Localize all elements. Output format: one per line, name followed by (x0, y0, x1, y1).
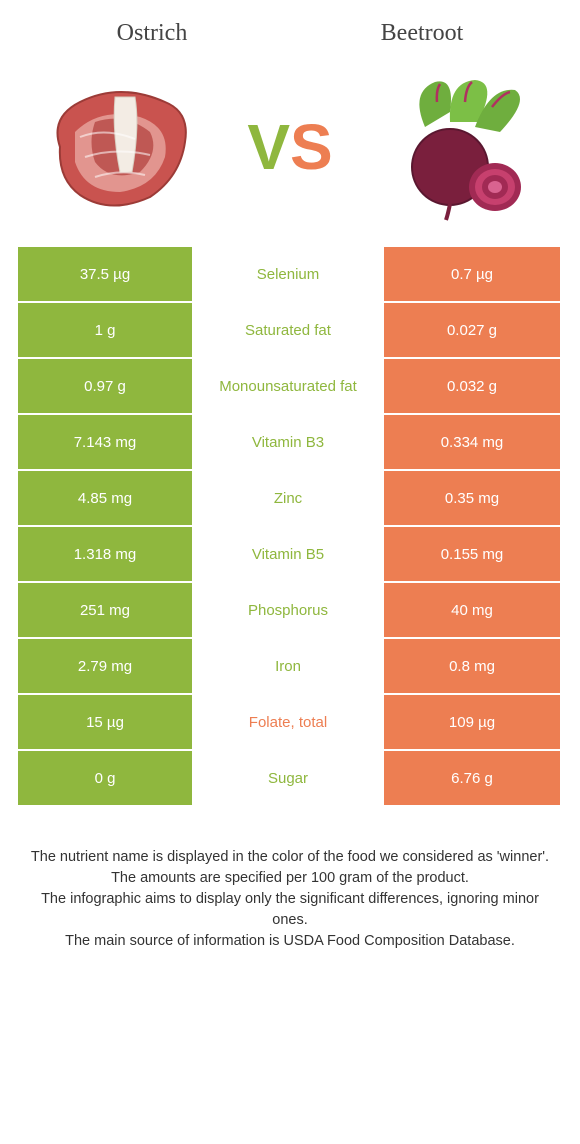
footer-line-3: The infographic aims to display only the… (30, 889, 550, 931)
table-row: 1 g Saturated fat 0.027 g (18, 303, 562, 359)
ostrich-image (40, 72, 200, 222)
right-value: 109 µg (384, 695, 560, 751)
nutrient-name: Selenium (257, 266, 320, 283)
left-value: 1.318 mg (18, 527, 194, 583)
table-row: 7.143 mg Vitamin B3 0.334 mg (18, 415, 562, 471)
nutrient-label: Monounsaturated fat (194, 359, 384, 415)
left-value: 4.85 mg (18, 471, 194, 527)
nutrient-label: Folate, total (194, 695, 384, 751)
table-row: 0 g Sugar 6.76 g (18, 751, 562, 807)
left-value: 251 mg (18, 583, 194, 639)
footer-line-1: The nutrient name is displayed in the co… (30, 847, 550, 868)
nutrient-name: Vitamin B3 (252, 434, 324, 451)
nutrient-table: 37.5 µg Selenium 0.7 µg 1 g Saturated fat 0.0… (18, 247, 562, 807)
footer-line-2: The amounts are specified per 100 gram o… (30, 868, 550, 889)
left-value: 0.97 g (18, 359, 194, 415)
beetroot-image (380, 72, 540, 222)
table-row: 4.85 mg Zinc 0.35 mg (18, 471, 562, 527)
footer-notes: The nutrient name is displayed in the co… (0, 807, 580, 972)
footer-line-4: The main source of information is USDA F… (30, 931, 550, 952)
vs-v: V (247, 110, 290, 184)
right-value: 40 mg (384, 583, 560, 639)
nutrient-name: Phosphorus (248, 602, 328, 619)
right-value: 0.35 mg (384, 471, 560, 527)
right-value: 0.027 g (384, 303, 560, 359)
nutrient-name: Saturated fat (245, 322, 331, 339)
left-value: 15 µg (18, 695, 194, 751)
nutrient-label: Selenium (194, 247, 384, 303)
vs-label: VS (247, 110, 332, 184)
table-row: 15 µg Folate, total 109 µg (18, 695, 562, 751)
nutrient-name: Vitamin B5 (252, 546, 324, 563)
table-row: 2.79 mg Iron 0.8 mg (18, 639, 562, 695)
left-value: 1 g (18, 303, 194, 359)
nutrient-label: Sugar (194, 751, 384, 807)
right-value: 0.7 µg (384, 247, 560, 303)
nutrient-label: Saturated fat (194, 303, 384, 359)
right-value: 0.8 mg (384, 639, 560, 695)
nutrient-label: Vitamin B3 (194, 415, 384, 471)
nutrient-label: Zinc (194, 471, 384, 527)
right-value: 6.76 g (384, 751, 560, 807)
right-food-title: Beetroot (381, 20, 464, 47)
right-value: 0.155 mg (384, 527, 560, 583)
header: Ostrich Beetroot (0, 0, 580, 57)
hero-row: VS (0, 57, 580, 247)
table-row: 1.318 mg Vitamin B5 0.155 mg (18, 527, 562, 583)
nutrient-label: Iron (194, 639, 384, 695)
nutrient-name: Folate, total (249, 714, 327, 731)
nutrient-label: Vitamin B5 (194, 527, 384, 583)
left-value: 37.5 µg (18, 247, 194, 303)
nutrient-label: Phosphorus (194, 583, 384, 639)
nutrient-name: Sugar (268, 770, 308, 787)
left-value: 2.79 mg (18, 639, 194, 695)
left-value: 0 g (18, 751, 194, 807)
nutrient-name: Zinc (274, 490, 302, 507)
left-food-title: Ostrich (117, 20, 188, 47)
right-value: 0.334 mg (384, 415, 560, 471)
table-row: 251 mg Phosphorus 40 mg (18, 583, 562, 639)
right-value: 0.032 g (384, 359, 560, 415)
nutrient-name: Monounsaturated fat (219, 378, 357, 395)
nutrient-name: Iron (275, 658, 301, 675)
left-value: 7.143 mg (18, 415, 194, 471)
table-row: 0.97 g Monounsaturated fat 0.032 g (18, 359, 562, 415)
vs-s: S (290, 110, 333, 184)
table-row: 37.5 µg Selenium 0.7 µg (18, 247, 562, 303)
